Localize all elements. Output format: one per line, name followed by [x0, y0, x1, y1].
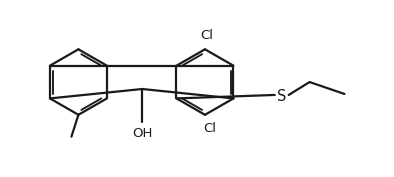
Text: S: S	[277, 89, 286, 104]
Text: Cl: Cl	[203, 122, 216, 135]
Text: OH: OH	[132, 127, 152, 140]
Text: Cl: Cl	[201, 29, 214, 42]
